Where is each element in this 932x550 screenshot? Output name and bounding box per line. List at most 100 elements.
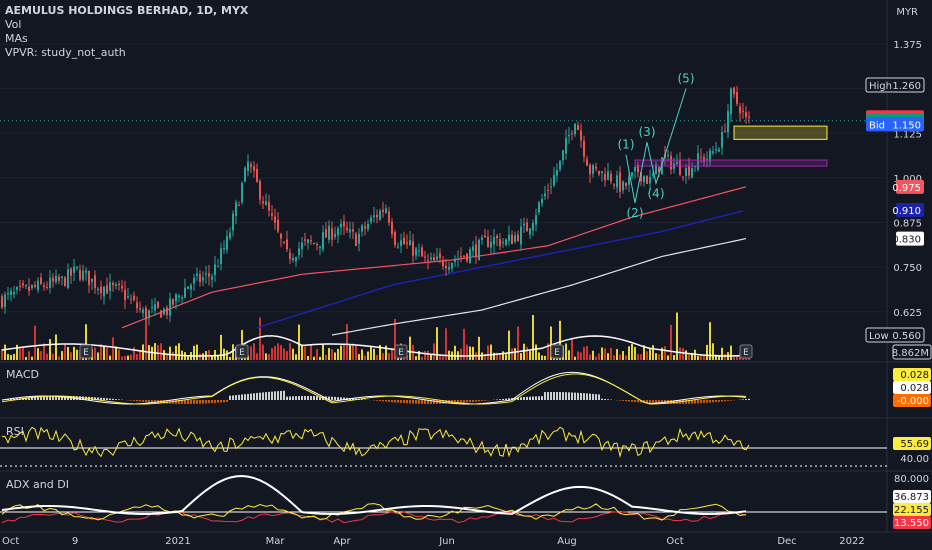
macd-histogram-bar (604, 399, 606, 400)
macd-pane-title[interactable]: MACD (6, 368, 39, 381)
volume-bar (25, 356, 27, 360)
volume-bar (328, 348, 330, 360)
volume-badge[interactable] (892, 344, 932, 360)
candle-body (517, 234, 519, 241)
wave-count-line[interactable] (625, 88, 687, 203)
macd-value-badge[interactable] (893, 368, 931, 381)
volume-bar (259, 317, 261, 360)
candle-body (262, 201, 264, 204)
macd-histogram-bar (343, 397, 345, 400)
wave-label[interactable]: (3) (639, 125, 656, 139)
vol-study-label[interactable]: Vol (5, 18, 22, 31)
candle-body (547, 190, 549, 192)
candle-body (121, 286, 123, 289)
volume-bar (583, 347, 585, 360)
wave-label[interactable]: (5) (678, 72, 695, 86)
wave-label[interactable]: (4) (648, 186, 665, 200)
candle-body (70, 268, 72, 276)
candle-body (454, 259, 456, 262)
macd-histogram-bar (388, 400, 390, 402)
volume-bar (352, 343, 354, 360)
volume-bar (598, 353, 600, 360)
macd-histogram-bar (412, 400, 414, 404)
adx-value-label: 22.155 (894, 505, 929, 516)
volume-bar (622, 351, 624, 360)
rsi-value-badge[interactable] (893, 437, 931, 450)
volume-bar (220, 334, 222, 360)
earnings-marker[interactable] (79, 344, 93, 359)
macd-histogram-bar (235, 395, 237, 400)
earnings-marker-label[interactable]: E (743, 348, 749, 358)
candle-body (568, 134, 570, 136)
volume-bar (520, 353, 522, 360)
adx-value-badge[interactable] (893, 503, 931, 516)
volume-bar (634, 346, 636, 360)
volume-bar (625, 355, 627, 360)
wave-label[interactable]: (1) (618, 138, 635, 152)
macd-histogram-bar (646, 400, 648, 403)
candle-body (211, 276, 213, 280)
macd-value-badge[interactable] (893, 394, 931, 407)
candle-body (175, 294, 177, 302)
candle-body (94, 275, 96, 288)
volume-bar (187, 356, 189, 360)
macd-histogram-bar (517, 397, 519, 400)
earnings-marker-label[interactable]: E (398, 348, 404, 358)
candle-body (514, 235, 516, 242)
adx-value-badge[interactable] (893, 490, 931, 503)
volume-bar (409, 336, 411, 360)
price-badge[interactable] (865, 327, 925, 343)
earnings-marker[interactable] (394, 344, 408, 359)
candle-body (523, 223, 525, 226)
candle-body (718, 149, 720, 152)
price-badge[interactable] (896, 203, 924, 218)
candle-body (76, 266, 78, 269)
candle-body (58, 276, 60, 281)
mas-study-label[interactable]: MAs (5, 32, 28, 45)
rsi-pane-title[interactable]: RSI (6, 425, 24, 438)
candle-body (538, 202, 540, 213)
price-badge[interactable] (896, 231, 924, 246)
candle-body (610, 173, 612, 182)
volume-bar (721, 347, 723, 360)
volume-bar (499, 353, 501, 360)
price-zone-box[interactable] (733, 125, 828, 140)
macd-histogram-bar (586, 393, 588, 400)
earnings-marker-label[interactable]: E (83, 348, 89, 358)
adx-pane-title[interactable]: ADX and DI (6, 478, 69, 491)
volume-bar (85, 324, 87, 360)
earnings-marker[interactable] (739, 344, 753, 359)
price-zone-box[interactable] (634, 159, 828, 167)
candle-body (160, 310, 162, 318)
macd-histogram-bar (520, 397, 522, 400)
candle-body (385, 208, 387, 213)
volume-bar (280, 345, 282, 360)
earnings-marker[interactable] (235, 344, 249, 359)
macd-histogram-bar (94, 397, 96, 400)
candle-body (352, 229, 354, 232)
macd-value-badge[interactable] (893, 381, 931, 394)
price-badge[interactable] (896, 179, 924, 194)
vpvr-study-label[interactable]: VPVR: study_not_auth (5, 46, 126, 59)
macd-histogram-bar (400, 400, 402, 403)
earnings-marker-label[interactable]: E (239, 348, 245, 358)
candle-body (736, 92, 738, 104)
volume-bar (232, 344, 234, 360)
candle-body (640, 171, 642, 182)
time-axis-label: 2021 (165, 536, 190, 547)
candle-body (301, 242, 303, 250)
earnings-marker-label[interactable]: E (554, 348, 560, 358)
price-badge[interactable] (866, 117, 924, 132)
candle-body (466, 253, 468, 261)
earnings-marker[interactable] (550, 344, 564, 359)
volume-bar (31, 356, 33, 360)
chart-title[interactable]: AEMULUS HOLDINGS BERHAD, 1D, MYX (5, 4, 249, 17)
price-badge[interactable] (865, 77, 925, 93)
candle-body (190, 285, 192, 290)
candle-body (682, 176, 684, 178)
volume-bar (571, 337, 573, 360)
wave-label[interactable]: (2) (627, 206, 644, 220)
candle-body (685, 167, 687, 177)
adx-value-badge[interactable] (893, 516, 931, 529)
